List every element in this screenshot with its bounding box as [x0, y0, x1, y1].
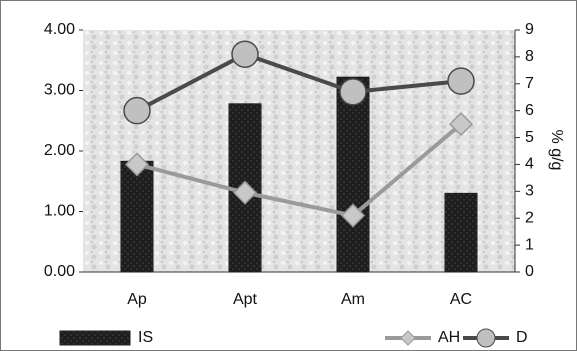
- x-tick-label: Apt: [233, 291, 258, 308]
- y2-tick-label: 2: [525, 209, 534, 226]
- y2-axis-title: % g/g: [548, 130, 565, 171]
- legend-swatch: [477, 329, 495, 347]
- y2-tick-label: 1: [525, 236, 534, 253]
- y2-tick-label: 7: [525, 75, 534, 92]
- circle-marker: [232, 41, 258, 67]
- legend-label: D: [516, 329, 528, 346]
- y2-tick-label: 9: [525, 21, 534, 38]
- x-tick-label: Am: [341, 291, 365, 308]
- y2-tick-label: 6: [525, 102, 534, 119]
- legend-swatch: [60, 331, 130, 345]
- circle-marker: [124, 98, 150, 124]
- y2-tick-label: 3: [525, 183, 534, 200]
- chart: % g/g 0.00 1.00 2.00 3.00 4.00 0 1 2 3 4 5 6 7 8 9 Ap Ap…: [0, 0, 577, 351]
- legend-label: IS: [138, 329, 153, 346]
- bar: [445, 193, 477, 272]
- x-tick-label: Ap: [127, 291, 147, 308]
- y-tick-label: 1.00: [44, 203, 75, 220]
- legend-label: AH: [438, 329, 460, 346]
- circle-marker: [340, 79, 366, 105]
- y2-tick-label: 5: [525, 129, 534, 146]
- y2-tick-label: 8: [525, 48, 534, 65]
- y-tick-label: 3.00: [44, 82, 75, 99]
- bar: [121, 161, 153, 272]
- circle-marker: [448, 68, 474, 94]
- y2-tick-label: 0: [525, 263, 534, 280]
- bar: [337, 77, 369, 272]
- y2-tick-label: 4: [525, 156, 534, 173]
- y-tick-label: 4.00: [44, 21, 75, 38]
- x-tick-label: AC: [450, 291, 472, 308]
- y-tick-label: 0.00: [44, 263, 75, 280]
- y-tick-label: 2.00: [44, 142, 75, 159]
